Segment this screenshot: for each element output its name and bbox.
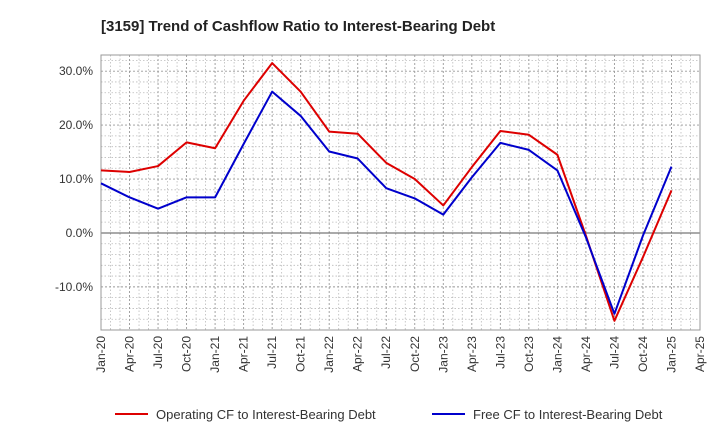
x-tick-label: Jul-24 [607, 336, 621, 369]
x-tick-label: Oct-24 [636, 336, 650, 372]
series-line-free-cf [100, 90, 673, 315]
x-tick-label: Jul-23 [493, 336, 507, 369]
y-tick-label: 30.0% [59, 64, 93, 78]
legend-label: Free CF to Interest-Bearing Debt [473, 407, 663, 422]
x-tick-label: Jul-20 [151, 336, 165, 369]
x-tick-label: Apr-20 [123, 336, 137, 372]
x-tick-label: Apr-21 [237, 336, 251, 372]
x-tick-label: Jan-22 [322, 336, 336, 373]
x-tick-label: Jan-24 [550, 336, 564, 373]
x-tick-label: Jul-22 [379, 336, 393, 369]
x-tick-label: Oct-22 [408, 336, 422, 372]
legend-label: Operating CF to Interest-Bearing Debt [156, 407, 376, 422]
series-line-operating-cf [100, 62, 673, 322]
plot-area-frame [100, 54, 701, 331]
x-tick-label: Oct-21 [294, 336, 308, 372]
x-tick-label: Oct-20 [180, 336, 194, 372]
y-tick-label: 0.0% [66, 226, 94, 240]
x-tick-label: Apr-23 [465, 336, 479, 372]
series-lines [100, 62, 673, 322]
legend: Operating CF to Interest-Bearing Debt Fre… [115, 407, 663, 422]
x-axis-tick-labels: Jan-20 Apr-20 Jul-20 Oct-20 Jan-21 Apr-21 Jul-… [94, 336, 707, 373]
y-tick-label: 20.0% [59, 118, 93, 132]
x-tick-label: Apr-22 [351, 336, 365, 372]
x-tick-label: Jan-23 [436, 336, 450, 373]
x-tick-label: Jan-20 [94, 336, 108, 373]
x-tick-label: Jul-21 [265, 336, 279, 369]
x-tick-label: Oct-23 [522, 336, 536, 372]
y-tick-label: -10.0% [55, 280, 93, 294]
x-tick-label: Apr-25 [693, 336, 707, 372]
x-tick-label: Apr-24 [579, 336, 593, 372]
y-axis-tick-labels: 30.0% 20.0% 10.0% 0.0% -10.0% [55, 64, 93, 294]
x-tick-label: Jan-21 [208, 336, 222, 373]
x-tick-label: Jan-25 [664, 336, 678, 373]
y-tick-label: 10.0% [59, 172, 93, 186]
chart-title: [3159] Trend of Cashflow Ratio to Intere… [101, 18, 495, 35]
